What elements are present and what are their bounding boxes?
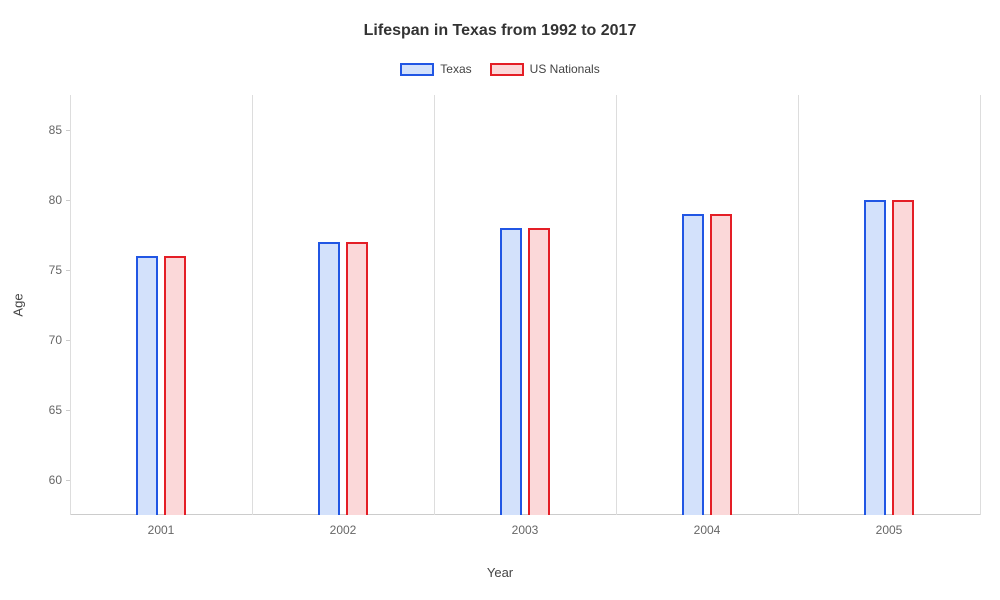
bar: [346, 242, 368, 515]
gridline-v: [980, 95, 981, 515]
gridline-v: [70, 95, 71, 515]
legend-label-texas: Texas: [440, 62, 471, 76]
gridline-v: [616, 95, 617, 515]
chart-title: Lifespan in Texas from 1992 to 2017: [0, 22, 1000, 40]
gridline-v: [798, 95, 799, 515]
legend-item-texas: Texas: [400, 62, 471, 76]
bar: [164, 256, 186, 515]
bar: [682, 214, 704, 515]
legend-label-us: US Nationals: [530, 62, 600, 76]
x-tick-label: 2005: [876, 515, 903, 537]
chart-container: Lifespan in Texas from 1992 to 2017 Texa…: [0, 0, 1000, 600]
x-tick-label: 2001: [148, 515, 175, 537]
y-axis-label: Age: [11, 293, 26, 316]
bar: [528, 228, 550, 515]
x-tick-label: 2002: [330, 515, 357, 537]
legend-swatch-us: [490, 63, 524, 76]
gridline-v: [434, 95, 435, 515]
gridline-v: [252, 95, 253, 515]
legend: Texas US Nationals: [0, 62, 1000, 76]
bar: [864, 200, 886, 515]
bar: [892, 200, 914, 515]
x-tick-label: 2003: [512, 515, 539, 537]
bar: [318, 242, 340, 515]
bar: [136, 256, 158, 515]
x-tick-label: 2004: [694, 515, 721, 537]
bar: [710, 214, 732, 515]
legend-item-us: US Nationals: [490, 62, 600, 76]
legend-swatch-texas: [400, 63, 434, 76]
bar: [500, 228, 522, 515]
x-axis-label: Year: [0, 565, 1000, 580]
plot-area: 60657075808520012002200320042005: [70, 95, 980, 515]
